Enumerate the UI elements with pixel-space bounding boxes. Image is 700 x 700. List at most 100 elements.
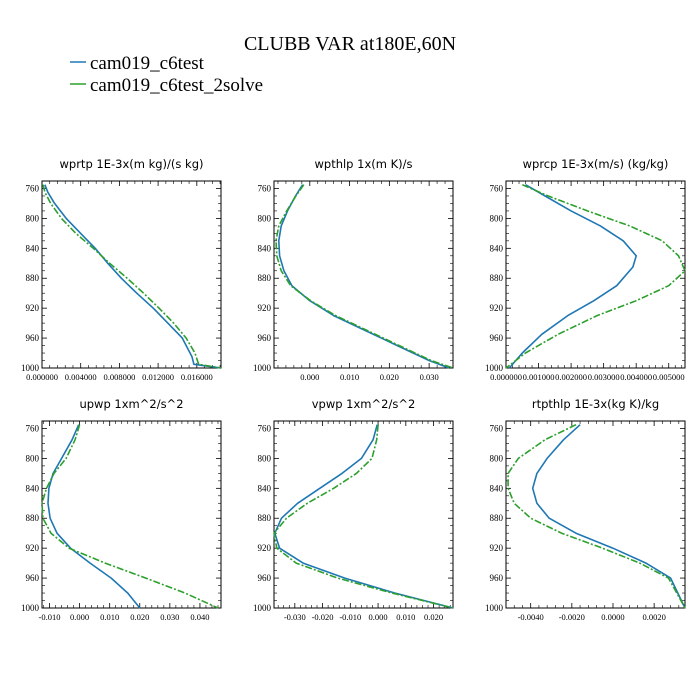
panel-3-ytick-label-6: 1000	[485, 363, 504, 373]
panel-1-xtick-label-1: 0.004000	[65, 372, 97, 382]
panel-5-xtick-label-4: 0.010	[396, 612, 415, 622]
panel-1-xtick-label-4: 0.016000	[181, 372, 213, 382]
panel-3-ytick-label-2: 840	[490, 243, 504, 253]
panel-5-ytick-label-0: 760	[258, 423, 272, 433]
panel-3-ytick-label-3: 880	[490, 273, 504, 283]
panel-2-ytick-label-1: 800	[258, 213, 272, 223]
panel-5-ytick-label-2: 840	[258, 483, 272, 493]
panel-3-xtick-label-0: 0.000000	[490, 372, 522, 382]
panel-5-xtick-label-5: 0.020	[424, 612, 443, 622]
panel-1-series-2-line	[42, 184, 222, 369]
panel-2-ytick-label-4: 920	[258, 303, 272, 313]
panel-1-xtick-label-0: 0.000000	[26, 372, 58, 382]
panel-6-ytick-label-5: 960	[490, 573, 504, 583]
panel-1-ytick-label-6: 1000	[21, 363, 40, 373]
panel-5-xtick-label-1: -0.020	[312, 612, 334, 622]
panel-4-ytick-label-2: 840	[26, 483, 40, 493]
panel-1-ytick-label-0: 760	[26, 183, 40, 193]
panel-3-xtick-label-1: 0.001000	[523, 372, 555, 382]
panel-2-series-1-line	[277, 184, 450, 369]
panel-3-xtick-label-3: 0.003000	[588, 372, 620, 382]
panel-1-series-1-line	[44, 184, 222, 369]
panel-3-ytick-label-0: 760	[490, 183, 504, 193]
panel-2-frame	[273, 180, 454, 369]
panel-3-frame	[505, 180, 686, 369]
panel-5-series-1-line	[273, 424, 454, 609]
panel-2-title: wpthlp 1x(m K)/s	[314, 157, 412, 171]
panel-5-series-2-line	[273, 424, 454, 609]
panel-4-ytick-label-4: 920	[26, 543, 40, 553]
panel-1-ytick-label-1: 800	[26, 213, 40, 223]
panel-4-xtick-label-5: 0.040	[190, 612, 209, 622]
panel-6-ytick-label-2: 840	[490, 483, 504, 493]
panels: wprtp 1E-3x(m kg)/(s kg) 760 800 840 880 920 9…	[21, 157, 686, 622]
panel-6-title: rtpthlp 1E-3x(kg K)/kg	[532, 397, 659, 411]
panel-5: vpwp 1xm^2/s^2 760 800 840 880 920 960 1000 -0.0…	[253, 397, 454, 622]
panel-4-ytick-label-0: 760	[26, 423, 40, 433]
panel-5-xtick-label-2: -0.010	[339, 612, 361, 622]
panel-4-xtick-label-0: -0.010	[39, 612, 61, 622]
panel-5-ytick-label-4: 920	[258, 543, 272, 553]
panel-4-series-1-line	[47, 424, 141, 609]
panel-1-ytick-label-2: 840	[26, 243, 40, 253]
panel-3: wprcp 1E-3x(m/s) (kg/kg) 760 800 840 880 920 9…	[485, 157, 686, 382]
panel-6: rtpthlp 1E-3x(kg K)/kg 760 800 840 880 920 960…	[485, 397, 686, 622]
panel-2-xtick-label-2: 0.020	[380, 372, 399, 382]
panel-5-xtick-label-0: -0.030	[284, 612, 306, 622]
panel-6-series-1-line	[531, 424, 686, 609]
panel-1-ytick-label-3: 880	[26, 273, 40, 283]
panel-4-title: upwp 1xm^2/s^2	[79, 397, 183, 411]
panel-4-ytick-label-6: 1000	[21, 603, 40, 613]
panel-4-xtick-label-1: 0.000	[70, 612, 89, 622]
panel-4-xtick-label-3: 0.020	[130, 612, 149, 622]
panel-4-ytick-label-3: 880	[26, 513, 40, 523]
panel-3-series-1-line	[508, 184, 638, 369]
panel-6-ytick-label-3: 880	[490, 513, 504, 523]
panel-1-title: wprtp 1E-3x(m kg)/(s kg)	[60, 157, 204, 171]
panel-5-title: vpwp 1xm^2/s^2	[312, 397, 416, 411]
panel-6-series-2-line	[507, 423, 686, 609]
panel-5-ytick-label-6: 1000	[253, 603, 272, 613]
panel-3-ytick-label-1: 800	[490, 213, 504, 223]
panel-6-frame	[505, 420, 686, 609]
legend-label-2: cam019_c6test_2solve	[90, 75, 263, 96]
panel-4-frame	[41, 420, 222, 609]
legend: cam019_c6test cam019_c6test_2solve	[70, 53, 263, 96]
panel-1-xtick-label-3: 0.012000	[142, 372, 174, 382]
panel-2-xtick-label-3: 0.030	[420, 372, 439, 382]
panel-4-ytick-label-1: 800	[26, 453, 40, 463]
panel-2-xtick-label-0: 0.000	[300, 372, 319, 382]
panel-2-series-2-line	[275, 184, 454, 369]
panel-6-ytick-label-0: 760	[490, 423, 504, 433]
panel-3-ytick-label-5: 960	[490, 333, 504, 343]
panel-3-series-2-line	[505, 183, 686, 369]
panel-2-ytick-label-2: 840	[258, 243, 272, 253]
panel-5-ytick-label-5: 960	[258, 573, 272, 583]
panel-6-ytick-label-1: 800	[490, 453, 504, 463]
panel-1-xtick-label-2: 0.008000	[103, 372, 135, 382]
panel-5-ytick-label-3: 880	[258, 513, 272, 523]
panel-1-frame	[41, 180, 222, 369]
panel-2-ytick-label-5: 960	[258, 333, 272, 343]
panel-3-xtick-label-2: 0.002000	[555, 372, 587, 382]
panel-4-xtick-label-2: 0.010	[100, 612, 119, 622]
panel-4-ytick-label-5: 960	[26, 573, 40, 583]
panel-5-frame	[273, 420, 454, 609]
panel-2-ytick-label-3: 880	[258, 273, 272, 283]
panel-6-xtick-label-0: -0.0040	[518, 612, 544, 622]
panel-1-ytick-label-4: 920	[26, 303, 40, 313]
panel-3-title: wprcp 1E-3x(m/s) (kg/kg)	[523, 157, 669, 171]
panel-6-xtick-label-3: 0.0020	[642, 612, 665, 622]
panel-5-ytick-label-1: 800	[258, 453, 272, 463]
panel-1: wprtp 1E-3x(m kg)/(s kg) 760 800 840 880 920 9…	[21, 157, 222, 382]
panel-6-xtick-label-2: 0.0000	[601, 612, 624, 622]
panel-3-xtick-label-5: 0.005000	[653, 372, 685, 382]
panel-6-ytick-label-6: 1000	[485, 603, 504, 613]
panel-2-ytick-label-0: 760	[258, 183, 272, 193]
panel-6-ytick-label-4: 920	[490, 543, 504, 553]
panel-4-series-2-line	[41, 424, 219, 609]
figure-title: CLUBB VAR at180E,60N	[244, 33, 456, 55]
panel-1-ytick-label-5: 960	[26, 333, 40, 343]
panel-3-ytick-label-4: 920	[490, 303, 504, 313]
panel-5-xtick-label-3: 0.000	[369, 612, 388, 622]
